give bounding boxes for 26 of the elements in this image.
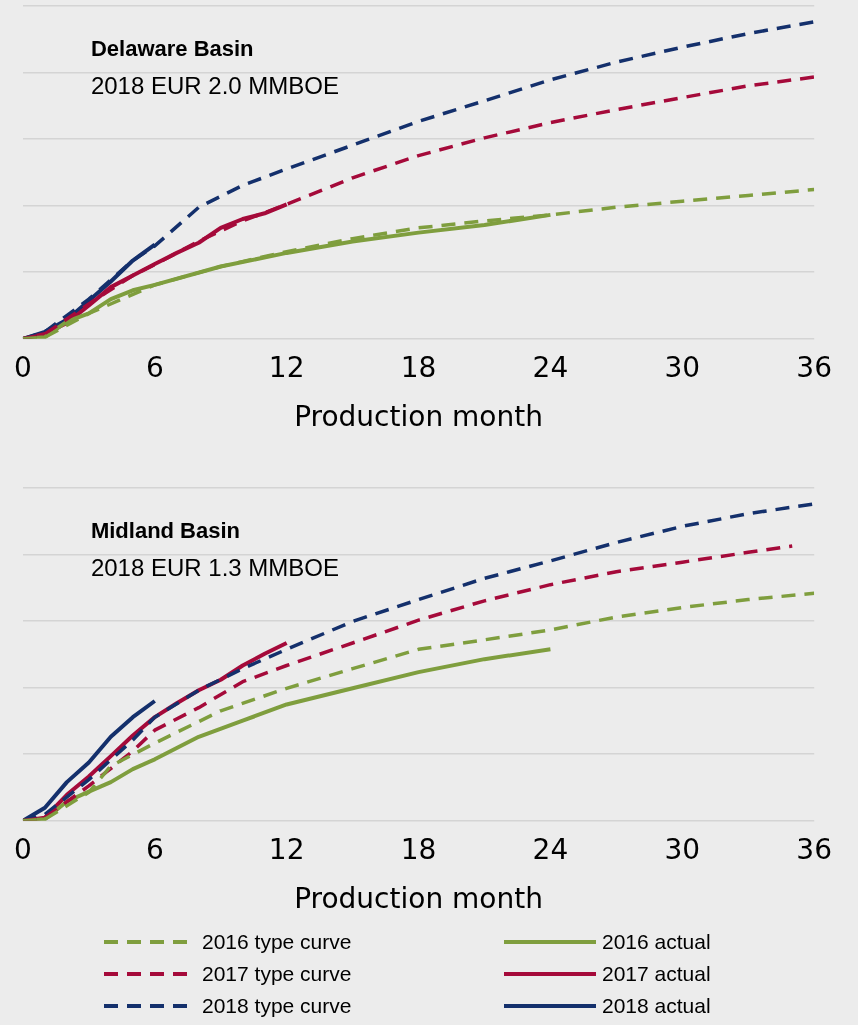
- legend-label: 2016 actual: [602, 930, 711, 954]
- x-tick-label: 12: [268, 350, 305, 384]
- x-tick-label: 0: [13, 832, 32, 866]
- x-axis-title: Production month: [294, 400, 543, 434]
- x-tick-label: 18: [400, 832, 437, 866]
- x-tick-label: 24: [532, 350, 569, 384]
- x-tick-label: 30: [664, 832, 701, 866]
- x-tick-label: 6: [145, 350, 164, 384]
- text: Delaware Basin: [90, 36, 254, 61]
- x-tick-label: 36: [796, 832, 833, 866]
- x-tick-label: 0: [13, 350, 32, 384]
- x-tick-label: 18: [400, 350, 437, 384]
- text: 2018 EUR 2.0 MMBOE: [90, 72, 340, 99]
- x-axis-title: Production month: [294, 882, 543, 916]
- text: Midland Basin: [90, 518, 241, 543]
- x-tick-label: 12: [268, 832, 305, 866]
- legend-label: 2018 actual: [602, 994, 711, 1018]
- x-tick-label: 30: [664, 350, 701, 384]
- x-tick-label: 6: [145, 832, 164, 866]
- legend-label: 2016 type curve: [202, 930, 352, 954]
- x-tick-label: 36: [796, 350, 833, 384]
- legend-label: 2018 type curve: [202, 994, 352, 1018]
- legend-label: 2017 type curve: [202, 962, 352, 986]
- x-tick-label: 24: [532, 832, 569, 866]
- text: 2018 EUR 1.3 MMBOE: [90, 554, 340, 581]
- legend-label: 2017 actual: [602, 962, 711, 986]
